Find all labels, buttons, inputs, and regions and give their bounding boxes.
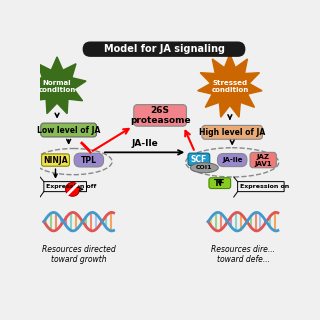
FancyBboxPatch shape [41,123,97,137]
Text: NINJA: NINJA [43,156,68,164]
FancyBboxPatch shape [74,153,104,167]
Text: Model for JA signaling: Model for JA signaling [103,44,225,54]
Circle shape [66,182,80,196]
Text: Low level of JA: Low level of JA [37,125,100,134]
Ellipse shape [190,163,218,173]
Text: 26S
proteasome: 26S proteasome [130,106,190,125]
FancyBboxPatch shape [250,152,276,168]
Text: High level of JA: High level of JA [199,128,265,137]
Text: Resources dire...
toward defe...: Resources dire... toward defe... [211,245,275,264]
Text: JAZ
JAV1: JAZ JAV1 [254,154,272,166]
Text: Normal
condition: Normal condition [38,80,76,92]
Text: TPL: TPL [81,156,97,164]
Text: TF: TF [214,179,226,188]
FancyBboxPatch shape [188,153,210,165]
FancyBboxPatch shape [134,105,187,126]
FancyBboxPatch shape [83,42,245,57]
Text: Expression on: Expression on [240,184,289,189]
FancyBboxPatch shape [209,178,231,188]
Text: Expression off: Expression off [46,184,96,189]
Text: COI1: COI1 [196,165,212,170]
Text: SCF: SCF [191,155,207,164]
FancyBboxPatch shape [42,154,69,166]
Text: Stressed
condition: Stressed condition [211,80,249,92]
FancyBboxPatch shape [218,154,247,167]
Polygon shape [28,57,86,114]
FancyBboxPatch shape [202,125,262,139]
Polygon shape [198,54,262,117]
Text: JA-Ile: JA-Ile [131,139,158,148]
Text: JA-Ile: JA-Ile [222,157,243,163]
Text: Resources directed
toward growth: Resources directed toward growth [42,245,116,264]
